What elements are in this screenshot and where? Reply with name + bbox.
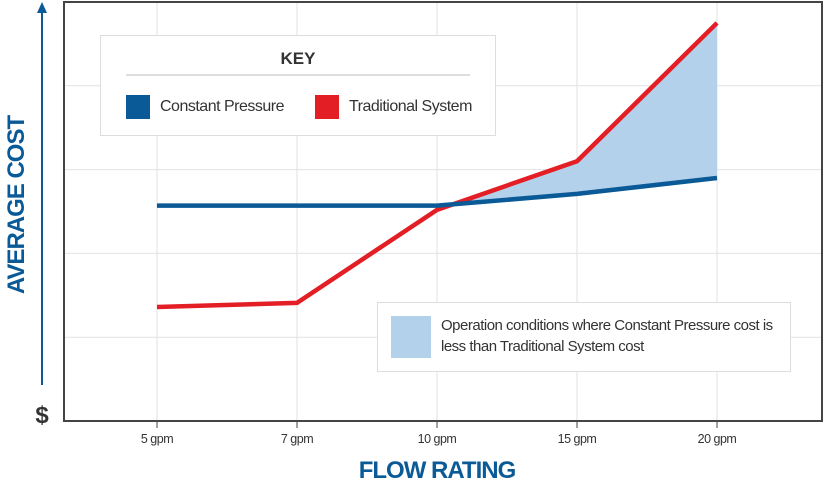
legend: KEY Constant Pressure Traditional System [100, 35, 496, 136]
legend-label: Traditional System [349, 98, 472, 115]
legend-item-traditional-system: Traditional System [315, 95, 472, 119]
legend-item-constant-pressure: Constant Pressure [126, 95, 285, 119]
x-axis-label: FLOW RATING [359, 457, 516, 484]
legend-swatch [126, 95, 150, 119]
x-tick-label: 7 gpm [281, 432, 313, 446]
series-line-traditional-system [156, 21, 719, 310]
arrow-head-icon [37, 2, 47, 13]
series-line-constant-pressure [157, 175, 718, 208]
legend-label: Constant Pressure [160, 98, 285, 115]
y-origin-label: $ [35, 402, 49, 429]
x-tick-label: 5 gpm [141, 432, 173, 446]
x-tick-label: 10 gpm [418, 432, 457, 446]
shaded-area-legend: Operation conditions where Constant Pres… [377, 302, 791, 372]
y-axis-label: AVERAGE COST [3, 115, 30, 295]
series-lines [156, 21, 719, 310]
plot-frame [63, 1, 823, 422]
shaded-area-swatch [391, 316, 431, 358]
legend-divider [126, 74, 470, 76]
x-tick-label: 15 gpm [558, 432, 597, 446]
shaded-area-label: Operation conditions where Constant Pres… [441, 317, 773, 355]
savings-shaded-area [452, 22, 717, 205]
legend-swatch [315, 95, 339, 119]
x-tick-label: 20 gpm [698, 432, 737, 446]
legend-title: KEY [280, 49, 316, 68]
x-ticks: 5 gpm 7 gpm 10 gpm 15 gpm 20 gpm [141, 421, 737, 446]
